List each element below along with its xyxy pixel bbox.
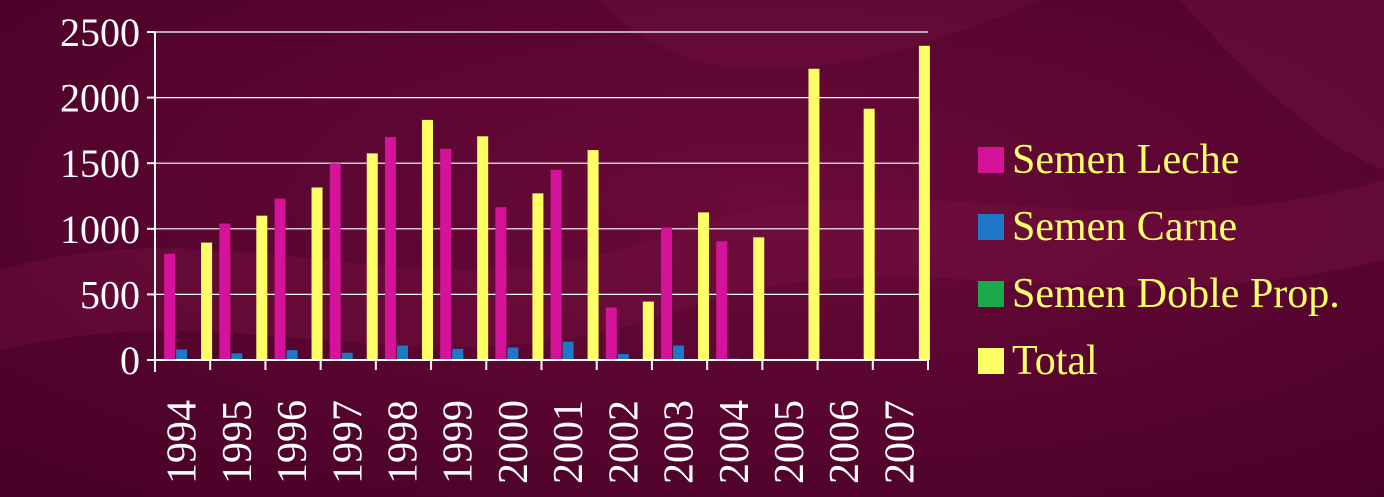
- x-tick-label-2001: 2001: [546, 400, 592, 484]
- legend-label: Semen Carne: [1012, 204, 1238, 250]
- x-tick-label-1999: 1999: [436, 400, 482, 484]
- legend-swatch: [978, 147, 1004, 173]
- bar-total-2002: [642, 301, 654, 360]
- bar-semen-carne-2001: [562, 341, 574, 360]
- y-tick-label: 1500: [60, 141, 140, 186]
- y-tick-label: 500: [80, 272, 140, 317]
- bar-total-1997: [366, 153, 378, 360]
- bar-semen-leche-1998: [384, 136, 396, 360]
- bar-total-1999: [477, 136, 489, 360]
- bars: [164, 45, 930, 361]
- x-tick-label-2007: 2007: [877, 400, 923, 484]
- bar-semen-leche-2004: [716, 241, 728, 360]
- bar-semen-carne-1999: [452, 348, 464, 360]
- x-tick-label-1997: 1997: [325, 400, 371, 484]
- legend-item: Total: [978, 337, 1340, 385]
- bar-total-2003: [698, 212, 710, 360]
- legend-label: Total: [1012, 338, 1098, 384]
- bar-semen-carne-2002: [617, 354, 629, 360]
- bar-semen-leche-2001: [550, 169, 562, 360]
- x-tick-labels: 1994 1995 1996 1997 1998 1999 2000 2001 2002 2003…: [160, 400, 924, 484]
- legend: Semen Leche Semen Carne Semen Doble Prop. T…: [978, 136, 1340, 385]
- x-tick-label-2006: 2006: [822, 400, 868, 484]
- x-tick-label-1996: 1996: [270, 400, 316, 484]
- bar-semen-leche-1994: [164, 253, 176, 360]
- y-tick-label: 0: [120, 338, 140, 383]
- legend-item: Semen Carne: [978, 203, 1340, 251]
- bar-semen-leche-1996: [274, 198, 286, 360]
- legend-item: Semen Leche: [978, 136, 1340, 184]
- bar-total-2004: [753, 237, 765, 360]
- bar-total-1998: [421, 119, 433, 361]
- y-tick-label: 2000: [60, 76, 140, 121]
- bar-semen-carne-1996: [286, 350, 298, 360]
- x-tick-label-2004: 2004: [712, 400, 758, 484]
- bar-total-1994: [201, 242, 213, 360]
- bar-total-2005: [808, 68, 820, 361]
- legend-item: Semen Doble Prop.: [978, 270, 1340, 318]
- x-tick-label-1998: 1998: [380, 400, 426, 484]
- bar-total-2006: [863, 108, 875, 360]
- x-tick-label-2005: 2005: [767, 400, 813, 484]
- bar-semen-carne-2000: [507, 347, 519, 360]
- bar-semen-carne-1997: [341, 352, 353, 360]
- y-tick-labels: 0 500 1000 1500 2000 2500: [60, 10, 140, 383]
- legend-swatch: [978, 281, 1004, 307]
- bar-semen-leche-2003: [661, 227, 673, 360]
- bar-semen-leche-1997: [329, 163, 341, 360]
- bar-semen-leche-2002: [605, 307, 617, 360]
- legend-label: Semen Leche: [1012, 137, 1240, 183]
- x-tick-label-1994: 1994: [160, 400, 206, 484]
- bar-total-1995: [256, 215, 268, 360]
- legend-swatch: [978, 214, 1004, 240]
- bar-semen-carne-1998: [396, 345, 408, 360]
- axes: [147, 31, 929, 372]
- bar-semen-leche-1995: [219, 223, 231, 360]
- legend-label: Semen Doble Prop.: [1012, 271, 1340, 317]
- x-tick-label-2000: 2000: [491, 400, 537, 484]
- bar-semen-leche-2000: [495, 207, 507, 360]
- bar-total-2001: [587, 150, 599, 360]
- x-tick-label-1995: 1995: [215, 400, 261, 484]
- bar-semen-carne-1995: [231, 353, 243, 360]
- bar-total-2007: [918, 45, 930, 360]
- legend-swatch: [978, 348, 1004, 374]
- bar-semen-leche-1999: [440, 148, 452, 360]
- bar-semen-carne-1994: [176, 349, 188, 360]
- bar-total-1996: [311, 187, 323, 360]
- bar-total-2000: [532, 193, 544, 360]
- x-tick-label-2003: 2003: [657, 400, 703, 484]
- y-tick-label: 1000: [60, 207, 140, 252]
- bar-semen-carne-2003: [673, 345, 685, 360]
- y-tick-label: 2500: [60, 10, 140, 55]
- x-tick-label-2002: 2002: [601, 400, 647, 484]
